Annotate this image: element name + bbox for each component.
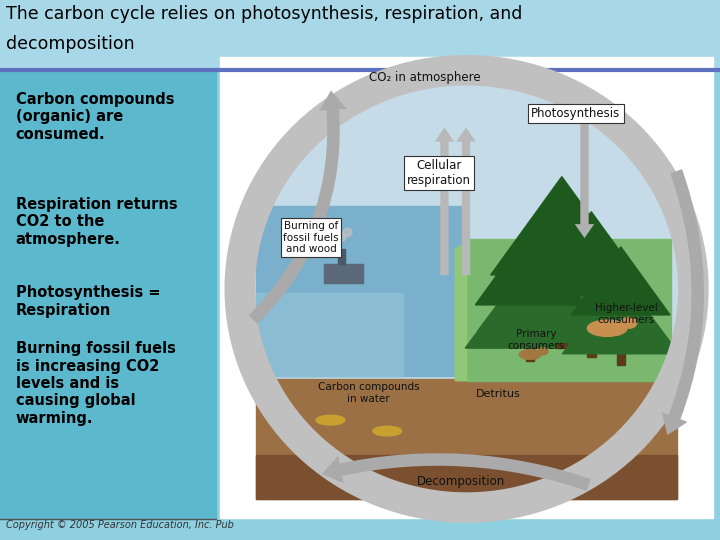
Polygon shape [491, 177, 633, 275]
FancyArrowPatch shape [456, 127, 476, 275]
Bar [467, 239, 671, 381]
Polygon shape [572, 247, 670, 315]
Text: CO₂ in atmosphere: CO₂ in atmosphere [369, 71, 481, 84]
Polygon shape [562, 276, 679, 354]
Ellipse shape [249, 79, 684, 499]
Polygon shape [520, 247, 662, 342]
Ellipse shape [519, 350, 541, 360]
FancyArrowPatch shape [575, 112, 594, 238]
Bar [526, 348, 534, 361]
Text: Cellular
respiration: Cellular respiration [408, 159, 471, 187]
Bar [617, 354, 625, 366]
Ellipse shape [343, 228, 352, 237]
Ellipse shape [316, 415, 345, 425]
Text: Carbon compounds
(organic) are
consumed.: Carbon compounds (organic) are consumed. [16, 92, 174, 141]
Text: Copyright © 2005 Pearson Education, Inc. Pub: Copyright © 2005 Pearson Education, Inc.… [6, 520, 233, 530]
Text: Photosynthesis =
Respiration: Photosynthesis = Respiration [16, 285, 161, 318]
Text: Detritus: Detritus [476, 389, 521, 399]
Text: Higher-level
consumers: Higher-level consumers [595, 303, 658, 325]
Polygon shape [475, 230, 585, 305]
Text: Respiration returns
CO2 to the
atmosphere.: Respiration returns CO2 to the atmospher… [16, 197, 177, 247]
Bar [324, 264, 364, 283]
Bar [256, 379, 678, 499]
Bar [256, 293, 403, 376]
Bar [0, 0, 720, 70]
Bar [556, 331, 567, 348]
Polygon shape [465, 262, 595, 348]
Text: Burning fossil fuels
is increasing CO2
levels and is
causing global
warming.: Burning fossil fuels is increasing CO2 l… [16, 341, 176, 426]
Bar [587, 342, 596, 357]
Ellipse shape [588, 320, 627, 336]
Bar [256, 455, 678, 499]
Ellipse shape [621, 318, 636, 328]
Bar [0, 40, 216, 519]
Text: Burning of
fossil fuels
and wood: Burning of fossil fuels and wood [283, 221, 339, 254]
Polygon shape [477, 219, 646, 331]
Ellipse shape [338, 232, 346, 241]
Bar [256, 206, 467, 376]
Polygon shape [455, 241, 467, 381]
FancyArrowPatch shape [248, 90, 346, 324]
Ellipse shape [538, 348, 548, 355]
Ellipse shape [332, 237, 341, 245]
Text: Photosynthesis: Photosynthesis [531, 107, 621, 120]
FancyArrowPatch shape [662, 169, 704, 435]
Text: Carbon compounds
in water: Carbon compounds in water [318, 382, 420, 404]
Bar [220, 57, 713, 518]
Ellipse shape [373, 426, 402, 436]
Text: The carbon cycle relies on photosynthesis, respiration, and: The carbon cycle relies on photosynthesi… [6, 5, 522, 23]
FancyArrowPatch shape [322, 453, 590, 491]
Text: decomposition: decomposition [6, 35, 135, 53]
FancyArrowPatch shape [435, 127, 454, 275]
Polygon shape [531, 212, 652, 295]
Text: Primary
consumers: Primary consumers [508, 329, 565, 351]
Bar [338, 249, 346, 264]
Text: Decomposition: Decomposition [417, 475, 505, 488]
